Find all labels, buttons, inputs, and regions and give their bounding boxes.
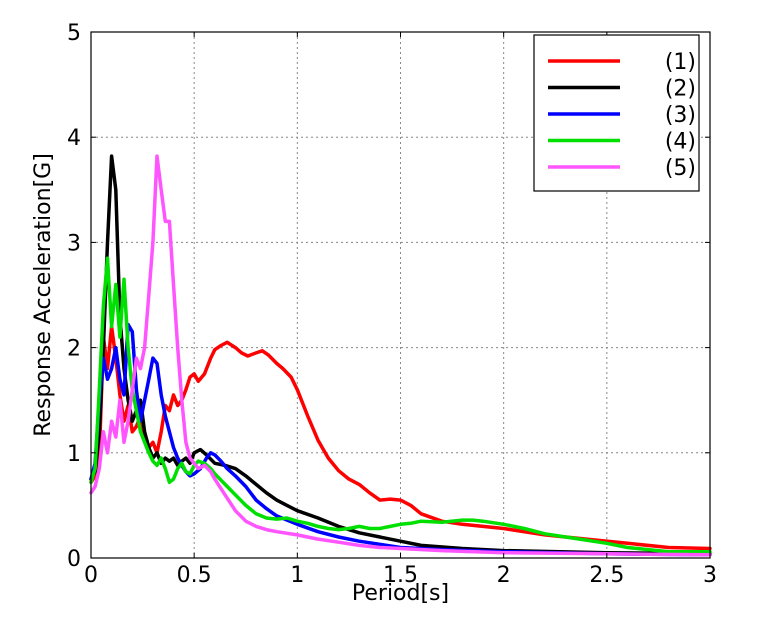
x-tick-label: 1.5: [383, 563, 418, 588]
tick-labels: 0 0.5 1 1.5 2 2.5 3 0 1 2 3 4 5: [67, 21, 717, 588]
legend-label: (2): [665, 77, 696, 102]
legend: (1)(2)(3)(4)(5): [533, 34, 700, 192]
x-tick-label: 1: [290, 563, 304, 588]
y-tick-label: 1: [67, 442, 81, 467]
x-tick-label: 2.5: [589, 563, 624, 588]
y-tick-label: 5: [67, 21, 81, 46]
x-axis-label: Period[s]: [352, 581, 449, 606]
series-line-4: [89, 256, 712, 554]
y-axis-label: Response Acceleration[G]: [31, 153, 56, 437]
series-group: [89, 154, 712, 557]
series-line-1: [89, 324, 712, 551]
x-tick-label: 2: [497, 563, 511, 588]
x-tick-label: 0.5: [177, 563, 212, 588]
series-line-2: [89, 154, 712, 556]
legend-label: (5): [665, 156, 696, 181]
legend-label: (4): [665, 130, 696, 155]
y-tick-label: 3: [67, 231, 81, 256]
y-tick-label: 4: [67, 126, 81, 151]
series-line-5: [89, 154, 712, 557]
series-line-3: [89, 322, 712, 557]
y-tick-label: 2: [67, 337, 81, 362]
legend-label: (1): [665, 50, 696, 75]
x-tick-label: 0: [84, 563, 98, 588]
x-tick-label: 3: [703, 563, 717, 588]
y-tick-label: 0: [67, 547, 81, 572]
legend-label: (3): [665, 103, 696, 128]
